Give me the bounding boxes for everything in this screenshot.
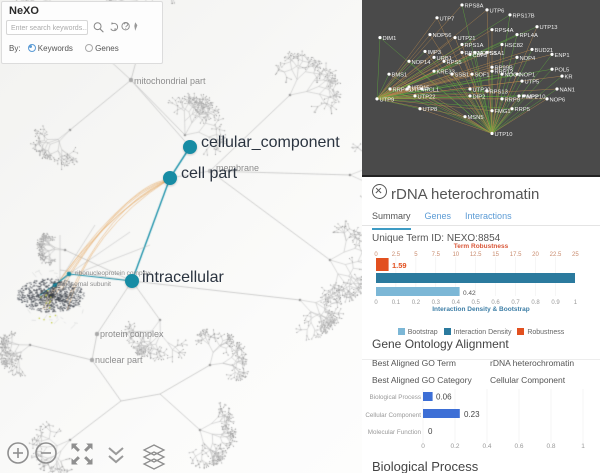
svg-text:NOP6: NOP6	[550, 97, 566, 103]
svg-text:UTP21: UTP21	[458, 36, 476, 42]
svg-text:0.2: 0.2	[450, 443, 459, 450]
svg-text:SSA1: SSA1	[490, 51, 505, 57]
svg-text:RRP45: RRP45	[393, 87, 412, 93]
svg-text:Cellular Component: Cellular Component	[365, 412, 421, 419]
svg-text:RPS13: RPS13	[490, 89, 508, 95]
svg-text:SOF1: SOF1	[475, 73, 490, 79]
svg-text:DIM1: DIM1	[383, 36, 397, 42]
svg-text:UTP9: UTP9	[380, 97, 395, 103]
svg-text:RCL1: RCL1	[425, 87, 440, 93]
svg-text:RRP5: RRP5	[515, 107, 530, 113]
svg-text:UTP10: UTP10	[495, 132, 513, 138]
svg-text:MSN5: MSN5	[468, 115, 484, 121]
svg-text:0.23: 0.23	[464, 410, 480, 419]
svg-text:RRP9: RRP9	[505, 97, 520, 103]
svg-text:POL5: POL5	[555, 68, 570, 74]
svg-text:ENP1: ENP1	[555, 53, 570, 59]
svg-text:RPS17B: RPS17B	[513, 13, 535, 19]
svg-text:IMP3: IMP3	[428, 50, 441, 56]
svg-text:0.8: 0.8	[546, 443, 555, 450]
svg-text:Molecular Function: Molecular Function	[368, 429, 422, 436]
svg-text:UTP5: UTP5	[525, 80, 540, 86]
svg-text:NOP14: NOP14	[412, 60, 432, 66]
svg-text:DIP2: DIP2	[473, 94, 486, 100]
svg-text:KRE33: KRE33	[437, 70, 455, 76]
svg-text:0.4: 0.4	[482, 443, 491, 450]
svg-text:RPS1A: RPS1A	[465, 43, 484, 49]
svg-text:UTP20: UTP20	[473, 87, 491, 93]
svg-text:BUD21: BUD21	[535, 48, 554, 54]
svg-text:FMG1: FMG1	[495, 109, 511, 115]
svg-text:SSB1: SSB1	[455, 73, 470, 79]
svg-text:RPS4A: RPS4A	[495, 28, 514, 34]
svg-text:RPS8A: RPS8A	[465, 3, 484, 9]
svg-text:NOP4: NOP4	[520, 56, 537, 62]
svg-text:UTP8: UTP8	[423, 107, 438, 113]
svg-text:1: 1	[581, 443, 585, 450]
svg-text:HSC82: HSC82	[505, 43, 524, 49]
svg-text:0: 0	[421, 443, 425, 450]
svg-text:UTP6: UTP6	[490, 8, 505, 14]
svg-text:0.6: 0.6	[514, 443, 523, 450]
svg-text:0: 0	[428, 427, 433, 436]
svg-text:NOP56: NOP56	[433, 33, 452, 39]
svg-text:UTP7: UTP7	[440, 16, 455, 22]
svg-text:MPP10: MPP10	[527, 94, 546, 100]
svg-text:RPL4A: RPL4A	[520, 33, 538, 39]
svg-text:RP99B: RP99B	[495, 66, 513, 72]
svg-text:UTP22: UTP22	[418, 94, 436, 100]
svg-text:UTP13: UTP13	[540, 25, 558, 31]
svg-text:RPS5: RPS5	[447, 60, 462, 66]
svg-text:NOP1: NOP1	[520, 73, 536, 79]
svg-text:KR: KR	[565, 75, 573, 81]
svg-text:NAN1: NAN1	[560, 87, 575, 93]
svg-text:UTP4: UTP4	[410, 87, 426, 93]
svg-text:BMS1: BMS1	[392, 73, 408, 79]
svg-text:0.06: 0.06	[436, 393, 452, 402]
svg-text:Biological Process: Biological Process	[370, 394, 421, 401]
